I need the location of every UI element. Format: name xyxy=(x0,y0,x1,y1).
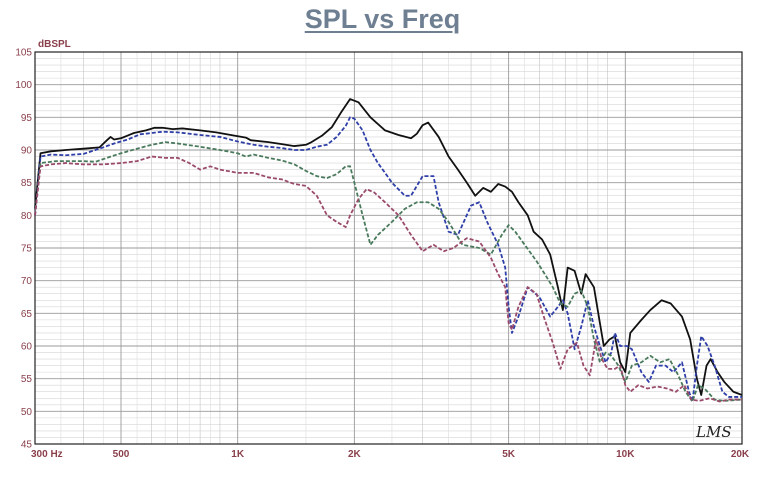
x-tick-label: 2K xyxy=(348,449,362,460)
lms-watermark: LMS xyxy=(695,423,732,441)
series-layer xyxy=(34,98,743,403)
plot-frame xyxy=(34,51,743,445)
y-tick-label: 85 xyxy=(21,178,33,189)
series-line-2 xyxy=(34,116,742,403)
major-grid xyxy=(35,51,743,445)
y-axis-ticks: 45 50 55 60 65 70 75 80 85 90 95 100 105 xyxy=(15,48,32,451)
x-tick-label: 20K xyxy=(731,449,750,460)
y-tick-label: 95 xyxy=(21,113,33,124)
y-tick-label: 45 xyxy=(21,440,33,451)
series-line-1 xyxy=(34,98,743,396)
y-tick-label: 90 xyxy=(21,146,33,157)
y-tick-label: 75 xyxy=(21,244,33,255)
x-tick-label: 1K xyxy=(231,449,245,460)
x-tick-label: 10K xyxy=(616,449,635,460)
y-tick-label: 100 xyxy=(15,80,32,91)
y-tick-label: 80 xyxy=(21,211,33,222)
y-tick-label: 105 xyxy=(15,48,32,59)
y-tick-label: 55 xyxy=(21,374,33,385)
y-tick-label: 65 xyxy=(21,309,33,320)
x-tick-label: 5K xyxy=(502,449,516,460)
chart-title: SPL vs Freq xyxy=(304,4,461,34)
y-axis-label: dBSPL xyxy=(38,39,71,50)
x-axis-ticks: 300 Hz 500 1K 2K 5K 10K 20K xyxy=(31,449,750,460)
series-line-4 xyxy=(34,155,742,403)
series-line-3 xyxy=(34,141,743,403)
y-tick-label: 60 xyxy=(21,342,33,353)
x-tick-label: 300 Hz xyxy=(31,449,63,460)
y-tick-label: 50 xyxy=(21,407,33,418)
x-tick-label: 500 xyxy=(113,449,130,460)
y-tick-label: 70 xyxy=(21,276,33,287)
